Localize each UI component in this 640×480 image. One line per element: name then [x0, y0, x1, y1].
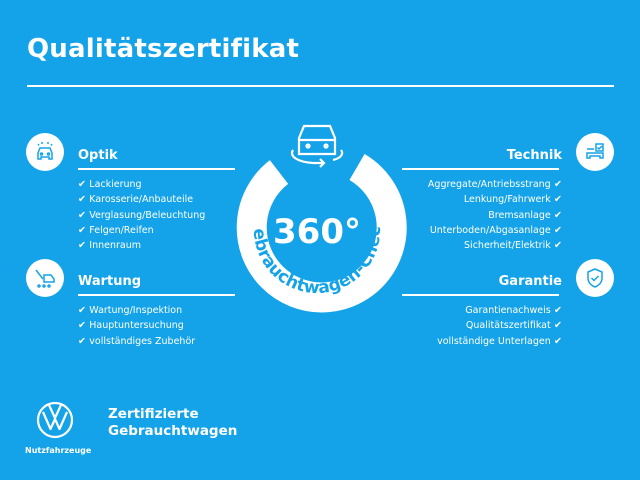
divider	[402, 294, 559, 296]
list-item: Wartung/Inspektion	[78, 303, 195, 318]
list-item: Unterboden/Abgasanlage	[428, 223, 562, 238]
list-item: Garantienachweis	[437, 303, 562, 318]
list-item: Lackierung	[78, 177, 205, 192]
list-item: Verglasung/Beleuchtung	[78, 208, 205, 223]
divider	[78, 294, 235, 296]
list-item: Felgen/Reifen	[78, 223, 205, 238]
list-item: Karosserie/Anbauteile	[78, 192, 205, 207]
wartung-list: Wartung/Inspektion Hauptuntersuchung vol…	[78, 303, 195, 349]
optik-list: Lackierung Karosserie/Anbauteile Verglas…	[78, 177, 205, 253]
section-heading-garantie: Garantie	[498, 274, 562, 289]
divider	[78, 168, 235, 170]
list-item: Hauptuntersuchung	[78, 318, 195, 333]
list-item: Sicherheit/Elektrik	[428, 238, 562, 253]
list-item: Qualitätszertifikat	[437, 318, 562, 333]
section-heading-technik: Technik	[506, 148, 562, 163]
list-item: Aggregate/Antriebsstrang	[428, 177, 562, 192]
360-label: 360°	[273, 212, 361, 252]
car-front-icon	[26, 133, 64, 171]
list-item: Innenraum	[78, 238, 205, 253]
car-rotate-icon	[290, 124, 344, 168]
checklist-car-icon	[576, 133, 614, 171]
shield-check-icon	[576, 259, 614, 297]
section-heading-wartung: Wartung	[78, 274, 142, 289]
list-item: Bremsanlage	[428, 208, 562, 223]
vw-logo	[36, 401, 74, 439]
divider	[402, 168, 559, 170]
brand-text: Zertifizierte Gebrauchtwagen	[108, 406, 237, 440]
garantie-list: Garantienachweis Qualitätszertifikat vol…	[437, 303, 562, 349]
check-ring	[236, 154, 407, 313]
list-item: Lenkung/Fahrwerk	[428, 192, 562, 207]
brand-line-2: Gebrauchtwagen	[108, 423, 238, 439]
brand-line-1: Zertifizierte	[108, 406, 199, 422]
wrench-car-icon	[26, 259, 64, 297]
section-heading-optik: Optik	[78, 148, 118, 163]
technik-list: Aggregate/Antriebsstrang Lenkung/Fahrwer…	[428, 177, 562, 253]
list-item: vollständige Unterlagen	[437, 334, 562, 349]
list-item: vollständiges Zubehör	[78, 334, 195, 349]
page-title: Qualitätszertifikat	[27, 34, 300, 64]
360-check-badge: 360° Gebrauchtwagen-Check	[217, 110, 407, 313]
divider	[27, 85, 614, 87]
brand-subline: Nutzfahrzeuge	[25, 446, 92, 455]
